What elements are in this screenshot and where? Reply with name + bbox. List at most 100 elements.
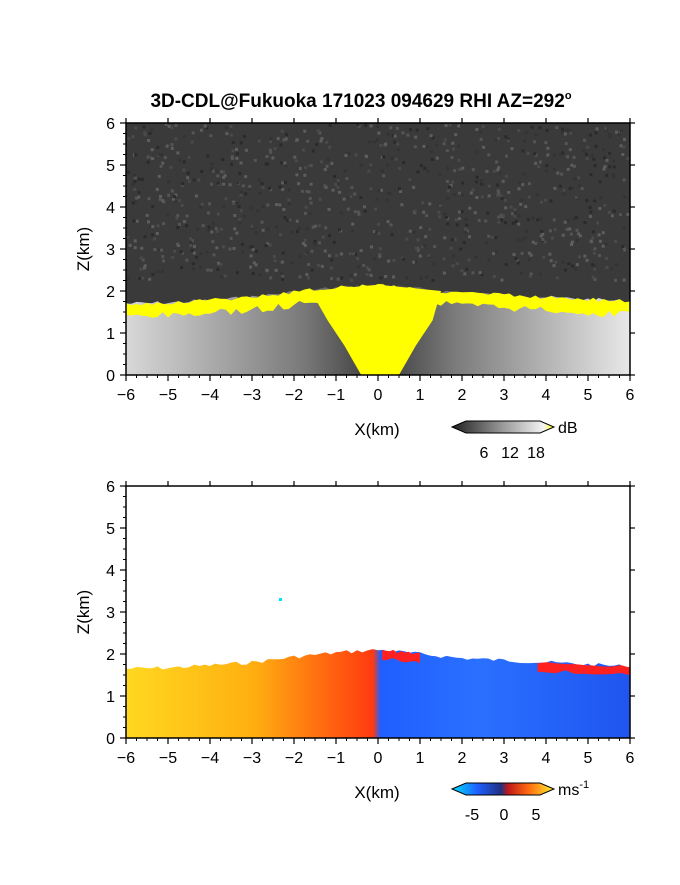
noise-pixel bbox=[505, 154, 508, 158]
noise-pixel bbox=[464, 231, 468, 235]
noise-pixel bbox=[279, 143, 283, 147]
y-tick-label: 2 bbox=[106, 284, 115, 301]
noise-pixel bbox=[442, 271, 446, 275]
noise-pixel bbox=[622, 226, 626, 230]
noise-pixel bbox=[471, 271, 475, 275]
noise-pixel bbox=[548, 229, 552, 233]
noise-pixel bbox=[235, 152, 239, 156]
x-axis-label: X(km) bbox=[354, 783, 399, 802]
noise-pixel bbox=[352, 252, 355, 256]
noise-pixel bbox=[566, 155, 569, 159]
colorbar-tick: -5 bbox=[465, 807, 479, 824]
noise-pixel bbox=[345, 177, 349, 181]
noise-pixel bbox=[178, 158, 182, 162]
noise-pixel bbox=[468, 235, 471, 239]
noise-pixel bbox=[305, 227, 309, 231]
noise-pixel bbox=[311, 149, 315, 153]
noise-pixel bbox=[160, 153, 164, 157]
noise-pixel bbox=[504, 263, 508, 267]
noise-pixel bbox=[220, 170, 224, 174]
noise-pixel bbox=[592, 157, 596, 161]
noise-pixel bbox=[416, 248, 420, 252]
noise-pixel bbox=[575, 239, 579, 243]
noise-pixel bbox=[401, 131, 405, 135]
noise-pixel bbox=[230, 155, 234, 159]
noise-pixel bbox=[492, 252, 495, 256]
noise-pixel bbox=[176, 214, 180, 218]
noise-pixel bbox=[250, 225, 254, 229]
noise-pixel bbox=[210, 182, 214, 186]
noise-pixel bbox=[318, 131, 322, 135]
noise-pixel bbox=[570, 163, 574, 167]
noise-pixel bbox=[275, 203, 278, 207]
noise-pixel bbox=[229, 133, 233, 137]
noise-pixel bbox=[205, 250, 209, 254]
noise-pixel bbox=[328, 145, 332, 149]
noise-pixel bbox=[316, 129, 320, 133]
noise-pixel bbox=[321, 235, 325, 239]
noise-pixel bbox=[249, 265, 253, 269]
noise-pixel bbox=[469, 191, 473, 195]
noise-pixel bbox=[207, 225, 211, 229]
noise-pixel bbox=[626, 212, 630, 216]
noise-pixel bbox=[132, 219, 136, 223]
noise-pixel bbox=[167, 193, 171, 197]
noise-pixel bbox=[210, 162, 214, 166]
noise-pixel bbox=[423, 244, 427, 248]
noise-pixel bbox=[217, 261, 220, 265]
noise-pixel bbox=[133, 176, 137, 180]
noise-pixel bbox=[318, 197, 322, 201]
noise-pixel bbox=[258, 273, 262, 277]
noise-pixel bbox=[308, 212, 312, 215]
noise-pixel bbox=[568, 227, 572, 231]
noise-pixel bbox=[479, 130, 483, 134]
noise-pixel bbox=[422, 144, 426, 148]
noise-pixel bbox=[357, 210, 361, 214]
noise-pixel bbox=[583, 138, 586, 142]
noise-pixel bbox=[353, 252, 357, 256]
noise-pixel bbox=[497, 220, 501, 224]
noise-pixel bbox=[534, 133, 538, 137]
noise-pixel bbox=[544, 141, 548, 145]
noise-pixel bbox=[231, 140, 235, 144]
noise-pixel bbox=[303, 211, 307, 215]
noise-pixel bbox=[412, 185, 416, 189]
noise-pixel bbox=[509, 205, 513, 209]
noise-pixel bbox=[566, 167, 570, 171]
noise-pixel bbox=[549, 199, 553, 203]
noise-pixel bbox=[268, 243, 272, 247]
noise-pixel bbox=[278, 203, 282, 207]
noise-pixel bbox=[272, 255, 276, 258]
noise-pixel bbox=[555, 276, 559, 280]
noise-pixel bbox=[533, 152, 537, 156]
noise-pixel bbox=[444, 215, 448, 219]
noise-pixel bbox=[369, 124, 373, 128]
noise-pixel bbox=[276, 137, 280, 141]
noise-pixel bbox=[325, 140, 329, 144]
velocity-region bbox=[126, 649, 630, 738]
noise-pixel bbox=[174, 193, 178, 197]
noise-pixel bbox=[521, 183, 525, 187]
x-tick-label: 2 bbox=[458, 387, 467, 404]
noise-pixel bbox=[458, 210, 461, 214]
noise-pixel bbox=[608, 133, 612, 137]
noise-pixel bbox=[192, 244, 196, 248]
noise-pixel bbox=[323, 168, 327, 171]
noise-pixel bbox=[406, 133, 410, 137]
noise-pixel bbox=[426, 127, 430, 131]
noise-pixel bbox=[320, 137, 324, 141]
noise-pixel bbox=[545, 128, 549, 132]
noise-pixel bbox=[171, 256, 175, 259]
noise-pixel bbox=[251, 248, 255, 252]
noise-pixel bbox=[302, 242, 305, 245]
noise-pixel bbox=[203, 124, 207, 128]
noise-pixel bbox=[269, 276, 273, 280]
noise-pixel bbox=[127, 170, 131, 174]
noise-pixel bbox=[390, 233, 394, 236]
noise-pixel bbox=[284, 137, 288, 141]
noise-pixel bbox=[621, 153, 625, 156]
noise-pixel bbox=[591, 230, 595, 234]
noise-pixel bbox=[280, 129, 284, 133]
noise-pixel bbox=[310, 249, 314, 253]
